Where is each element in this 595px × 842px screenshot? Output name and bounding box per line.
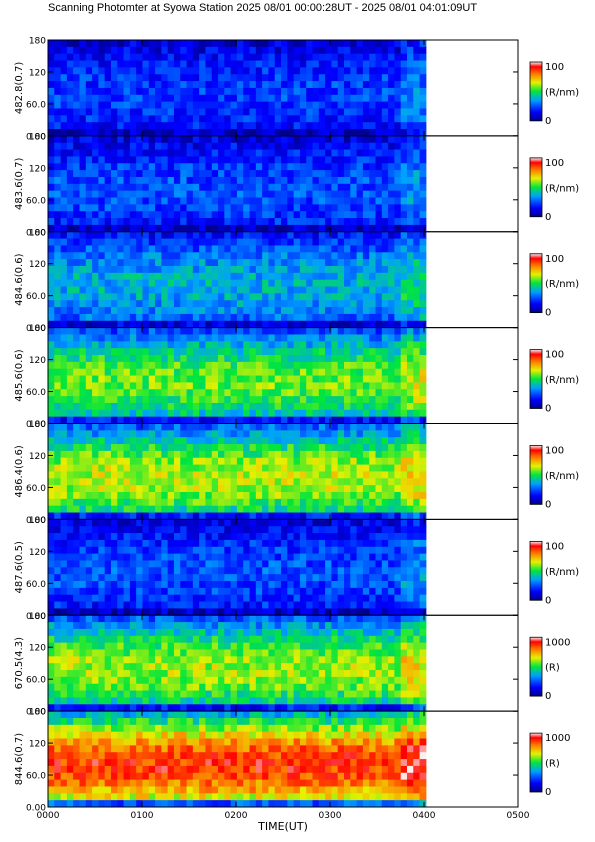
panel-ylabel: 482.8(0.7) — [14, 62, 25, 114]
y-tick-label: 60.0 — [26, 772, 46, 782]
panel-frame — [47, 710, 519, 808]
y-tick-label: 120 — [29, 260, 46, 270]
y-tick-label: 0.00 — [26, 804, 46, 814]
colorbar-min-label: 0 — [545, 691, 551, 702]
colorbar — [529, 732, 543, 793]
panel-ylabel: 670.5(4.3) — [14, 637, 25, 689]
colorbar-unit-label: (R/nm) — [545, 567, 579, 578]
y-tick-label: 60.0 — [26, 196, 46, 206]
x-axis-label: TIME(UT) — [257, 820, 308, 833]
panel-4: 0.00 60.0 120 180 485.6(0.6) 100 0 (R/nm) — [14, 324, 579, 430]
colorbar-max-label: 100 — [545, 350, 564, 361]
y-tick-label: 120 — [29, 356, 46, 366]
panel-5: 0.00 60.0 120 180 486.4(0.6) 100 0 (R/nm) — [14, 420, 579, 526]
y-tick-label: 0.00 — [26, 708, 46, 718]
panel-ylabel: 487.6(0.5) — [14, 541, 25, 593]
y-tick-label: 120 — [29, 740, 46, 750]
panel-7: 0.00 60.0 120 180 670.5(4.3) 1000 0 (R) — [14, 612, 570, 718]
x-tick-label: 0300 — [319, 811, 342, 821]
panel-2: 0.00 60.0 120 180 483.6(0.7) 100 0 (R/nm) — [14, 132, 579, 238]
colorbar-unit-label: (R/nm) — [545, 279, 579, 290]
colorbar-max-label: 100 — [545, 541, 564, 552]
panel-1: 0.00 60.0 120 180 482.8(0.7) 100 0 (R/nm) — [14, 37, 579, 143]
heatmap-cells — [48, 423, 427, 520]
panel-ylabel: 485.6(0.6) — [14, 349, 25, 401]
colorbar-max-label: 1000 — [545, 637, 570, 648]
colorbar-unit-label: (R/nm) — [545, 87, 579, 98]
y-tick-label: 0.00 — [26, 228, 46, 238]
y-tick-label: 180 — [29, 612, 46, 622]
y-tick-label: 180 — [29, 132, 46, 142]
heatmap-cells — [48, 615, 427, 712]
panel-ylabel: 484.6(0.6) — [14, 253, 25, 305]
x-tick-label: 0100 — [131, 811, 154, 821]
y-tick-label: 120 — [29, 452, 46, 462]
colorbar-min-label: 0 — [545, 595, 551, 606]
colorbar-max-label: 100 — [545, 446, 564, 457]
panel-6: 0.00 60.0 120 180 487.6(0.5) 100 0 (R/nm) — [14, 516, 579, 622]
y-tick-label: 60.0 — [26, 100, 46, 110]
y-tick-label: 60.0 — [26, 676, 46, 686]
colorbar-unit-label: (R) — [545, 759, 560, 770]
colorbar — [529, 540, 543, 601]
colorbar-max-label: 100 — [545, 62, 564, 73]
colorbar-unit-label: (R/nm) — [545, 471, 579, 482]
colorbar — [529, 445, 543, 505]
colorbar — [529, 61, 543, 122]
y-tick-label: 60.0 — [26, 580, 46, 590]
colorbar-max-label: 100 — [545, 158, 564, 169]
heatmap-cells — [48, 135, 427, 233]
y-tick-label: 0.00 — [26, 516, 46, 526]
colorbar — [529, 253, 543, 314]
colorbar — [529, 349, 543, 409]
colorbar-min-label: 0 — [545, 212, 551, 223]
colorbar-min-label: 0 — [545, 499, 551, 510]
x-tick-label: 0000 — [37, 811, 60, 821]
y-tick-label: 120 — [29, 548, 46, 558]
heatmap-cells — [48, 231, 427, 329]
colorbar-min-label: 0 — [545, 116, 551, 127]
y-tick-label: 0.00 — [26, 420, 46, 430]
colorbar-unit-label: (R/nm) — [545, 183, 579, 194]
y-tick-label: 180 — [29, 37, 46, 47]
colorbar-min-label: 0 — [545, 787, 551, 798]
y-tick-label: 60.0 — [26, 484, 46, 494]
panel-ylabel: 483.6(0.7) — [14, 158, 25, 210]
colorbar-max-label: 1000 — [545, 733, 570, 744]
colorbar-unit-label: (R) — [545, 663, 560, 674]
y-tick-label: 180 — [29, 516, 46, 526]
y-tick-label: 120 — [29, 164, 46, 174]
y-tick-label: 180 — [29, 708, 46, 718]
heatmap-cells — [48, 327, 427, 424]
y-tick-label: 180 — [29, 228, 46, 238]
y-tick-label: 180 — [29, 420, 46, 430]
colorbar-min-label: 0 — [545, 404, 551, 415]
y-tick-label: 180 — [29, 324, 46, 334]
y-tick-label: 120 — [29, 68, 46, 78]
colorbar-min-label: 0 — [545, 308, 551, 319]
heatmap-cells — [48, 711, 427, 808]
panel-ylabel: 486.4(0.6) — [14, 445, 25, 497]
panel-3: 0.00 60.0 120 180 484.6(0.6) 100 0 (R/nm) — [14, 228, 579, 334]
x-tick-label: 0200 — [225, 811, 248, 821]
y-tick-label: 60.0 — [26, 292, 46, 302]
colorbar-unit-label: (R/nm) — [545, 375, 579, 386]
panel-8: 0.00 60.0 120 180 844.6(0.7) 1000 0 (R) — [14, 708, 570, 814]
chart-title: Scanning Photomter at Syowa Station 2025… — [48, 2, 478, 14]
panel-ylabel: 844.6(0.7) — [14, 733, 25, 785]
x-tick-label: 0500 — [507, 811, 530, 821]
colorbar-max-label: 100 — [545, 254, 564, 265]
y-tick-label: 0.00 — [26, 324, 46, 334]
heatmap-cells — [48, 40, 427, 137]
colorbar — [529, 636, 543, 697]
y-tick-label: 60.0 — [26, 388, 46, 398]
colorbar — [529, 157, 543, 218]
y-tick-label: 0.00 — [26, 132, 46, 142]
y-tick-label: 120 — [29, 644, 46, 654]
heatmap-cells — [48, 519, 427, 616]
x-tick-label: 0400 — [413, 811, 436, 821]
y-tick-label: 0.00 — [26, 612, 46, 622]
